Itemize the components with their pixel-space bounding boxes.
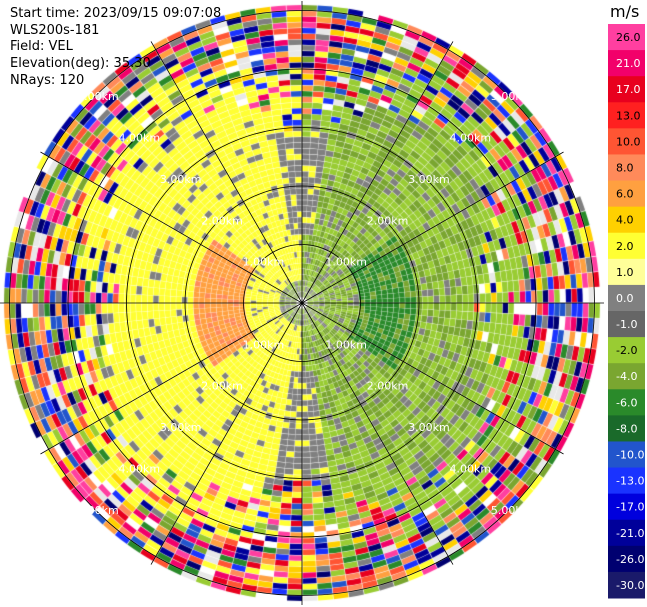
ring-label: 5.00km: [491, 504, 533, 517]
colorbar-tick-label: 26.0: [616, 31, 641, 44]
colorbar-swatch: [608, 284, 645, 312]
colorbar-swatch: [608, 232, 645, 260]
ring-label: 4.00km: [449, 132, 491, 145]
colorbar-tick-label: 2.0: [616, 240, 634, 253]
scan-info-panel: Start time: 2023/09/15 09:07:08 WLS200s-…: [10, 6, 221, 90]
colorbar-tick-label: 8.0: [616, 162, 634, 175]
colorbar-swatch: [608, 180, 645, 208]
ring-label: 4.00km: [119, 132, 161, 145]
colorbar-tick-label: -21.0: [616, 527, 644, 540]
start-time-text: Start time: 2023/09/15 09:07:08: [10, 6, 222, 21]
colorbar-unit-label: m/s: [610, 2, 639, 21]
ring-label: 4.00km: [449, 462, 491, 475]
ring-label: 2.00km: [201, 380, 243, 393]
ring-label: 4.00km: [119, 462, 161, 475]
colorbar-swatch: [608, 154, 645, 182]
colorbar-tick-label: -10.0: [616, 449, 644, 462]
colorbar-swatch: [608, 337, 645, 364]
colorbar-tick-label: 4.0: [616, 214, 634, 227]
colorbar-tick-label: -1.0: [616, 318, 637, 331]
ring-label: 1.00km: [243, 338, 285, 351]
colorbar-swatch: [608, 258, 645, 286]
ring-label: 3.00km: [408, 421, 450, 434]
azimuth-spoke: [40, 151, 303, 304]
ring-label: 5.00km: [77, 90, 119, 103]
colorbar-swatch: [608, 389, 645, 416]
colorbar-swatch: [608, 571, 645, 599]
azimuth-spoke: [301, 302, 564, 455]
ring-label: 2.00km: [201, 214, 243, 227]
colorbar-tick-label: -2.0: [616, 344, 637, 357]
azimuth-spoke: [301, 151, 564, 304]
colorbar-swatch: [608, 441, 645, 469]
colorbar-swatch: [608, 128, 645, 155]
colorbar-swatch: [608, 415, 645, 442]
colorbar-tick-label: 17.0: [616, 83, 641, 96]
colorbar-swatch: [608, 24, 645, 51]
elevation-text: Elevation(deg): 35.30: [10, 55, 151, 71]
ring-label: 1.00km: [325, 338, 367, 351]
colorbar-swatch: [608, 467, 645, 495]
colorbar-tick-label: -13.0: [616, 475, 644, 488]
azimuth-spoke: [150, 41, 303, 304]
colorbar-tick-label: 21.0: [616, 57, 641, 70]
colorbar-tick-label: 10.0: [616, 135, 641, 148]
ring-label: 1.00km: [325, 256, 367, 269]
azimuth-spoke: [301, 41, 454, 304]
azimuth-spoke: [40, 302, 303, 455]
colorbar-tick-label: 1.0: [616, 266, 634, 279]
colorbar-swatch: [608, 76, 645, 103]
ring-label: 2.00km: [367, 380, 409, 393]
ring-label: 2.00km: [367, 214, 409, 227]
ring-label: 1.00km: [243, 256, 285, 269]
colorbar-swatch: [608, 102, 645, 129]
colorbar-tick-label: -30.0: [616, 579, 644, 592]
colorbar-tick-label: 13.0: [616, 109, 641, 122]
field-text: Field: VEL: [10, 39, 73, 54]
nrays-text: NRays: 120: [10, 73, 85, 88]
colorbar-tick-label: -26.0: [616, 553, 644, 566]
colorbar-swatch: [608, 493, 645, 521]
azimuth-spoke: [150, 302, 303, 565]
colorbar-tick-label: -6.0: [616, 396, 637, 409]
colorbar-swatch: [608, 311, 645, 338]
colorbar-swatch: [608, 545, 645, 573]
colorbar-swatch: [608, 206, 645, 234]
azimuth-spoke: [301, 302, 454, 565]
colorbar-swatch: [608, 363, 645, 390]
colorbar-tick-label: -4.0: [616, 370, 637, 383]
ring-label: 3.00km: [160, 421, 202, 434]
colorbar-tick-label: -17.0: [616, 501, 644, 514]
ring-label: 3.00km: [408, 173, 450, 186]
colorbar-tick-label: 0.0: [616, 292, 634, 305]
range-rings-overlay: 1.00km 1.00km 1.00km 1.00km 2.00km 2.00km 2.00…: [0, 1, 604, 605]
instrument-text: WLS200s-181: [10, 22, 100, 38]
ring-label: 5.00km: [77, 504, 119, 517]
colorbar-swatch: [608, 519, 645, 547]
ring-label: 3.00km: [160, 173, 202, 186]
colorbar-tick-label: -8.0: [616, 422, 637, 435]
colorbar-tick-label: 6.0: [616, 188, 634, 201]
ring-label: 5.00km: [491, 90, 533, 103]
colorbar-swatch: [608, 50, 645, 77]
velocity-colorbar: m/s 26.0 21.0 17.0 13.0 10.0 8.0 6.0 4.0 2.0 1.0 0.…: [608, 2, 645, 599]
